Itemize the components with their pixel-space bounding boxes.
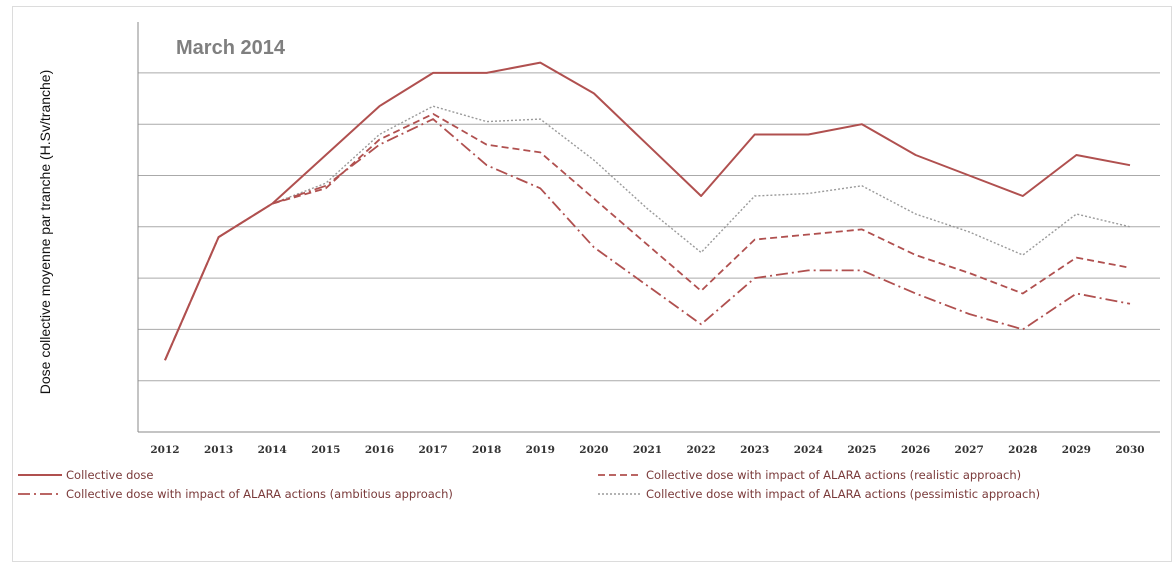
series-line-dotted — [164, 105, 1131, 361]
x-tick-label: 2026 — [901, 444, 930, 456]
legend-entry: Collective dose with impact of ALARA act… — [646, 468, 1021, 482]
x-tick-label: 2024 — [794, 444, 823, 456]
chart-frame — [12, 6, 1172, 562]
x-tick-label: 2027 — [955, 444, 984, 456]
chart-title: March 2014 — [176, 37, 286, 59]
x-tick-label: 2025 — [847, 444, 876, 456]
x-tick-label: 2016 — [365, 444, 394, 456]
x-tick-label: 2018 — [472, 444, 501, 456]
x-tick-label: 2012 — [150, 444, 179, 456]
x-tick-label: 2021 — [633, 444, 662, 456]
x-tick-label: 2022 — [686, 444, 715, 456]
x-tick-label: 2013 — [204, 444, 233, 456]
legend-entry: Collective dose — [66, 468, 154, 482]
x-tick-label: 2017 — [418, 444, 447, 456]
series-lines — [164, 61, 1131, 361]
x-tick-labels: 2012 2013 2014 2015 2016 2017 2018 2019 2020 2021… — [150, 444, 1144, 456]
legend: Collective dose Collective dose with impa… — [18, 468, 1040, 501]
x-tick-label: 2019 — [526, 444, 555, 456]
legend-entry: Collective dose with impact of ALARA act… — [646, 487, 1040, 501]
series-line-dashdot — [164, 118, 1131, 361]
legend-entry: Collective dose with impact of ALARA act… — [66, 487, 453, 501]
series-line-solid — [164, 61, 1131, 361]
x-tick-label: 2028 — [1008, 444, 1037, 456]
x-tick-label: 2014 — [258, 444, 287, 456]
x-tick-label: 2015 — [311, 444, 340, 456]
y-axis-label: Dose collective moyenne par tranche (H.S… — [37, 70, 53, 394]
series-line-dashed — [164, 113, 1131, 361]
axes — [137, 22, 1160, 433]
x-tick-label: 2030 — [1115, 444, 1144, 456]
gridlines — [138, 72, 1160, 382]
x-tick-label: 2020 — [579, 444, 608, 456]
x-tick-label: 2029 — [1062, 444, 1091, 456]
x-tick-label: 2023 — [740, 444, 769, 456]
